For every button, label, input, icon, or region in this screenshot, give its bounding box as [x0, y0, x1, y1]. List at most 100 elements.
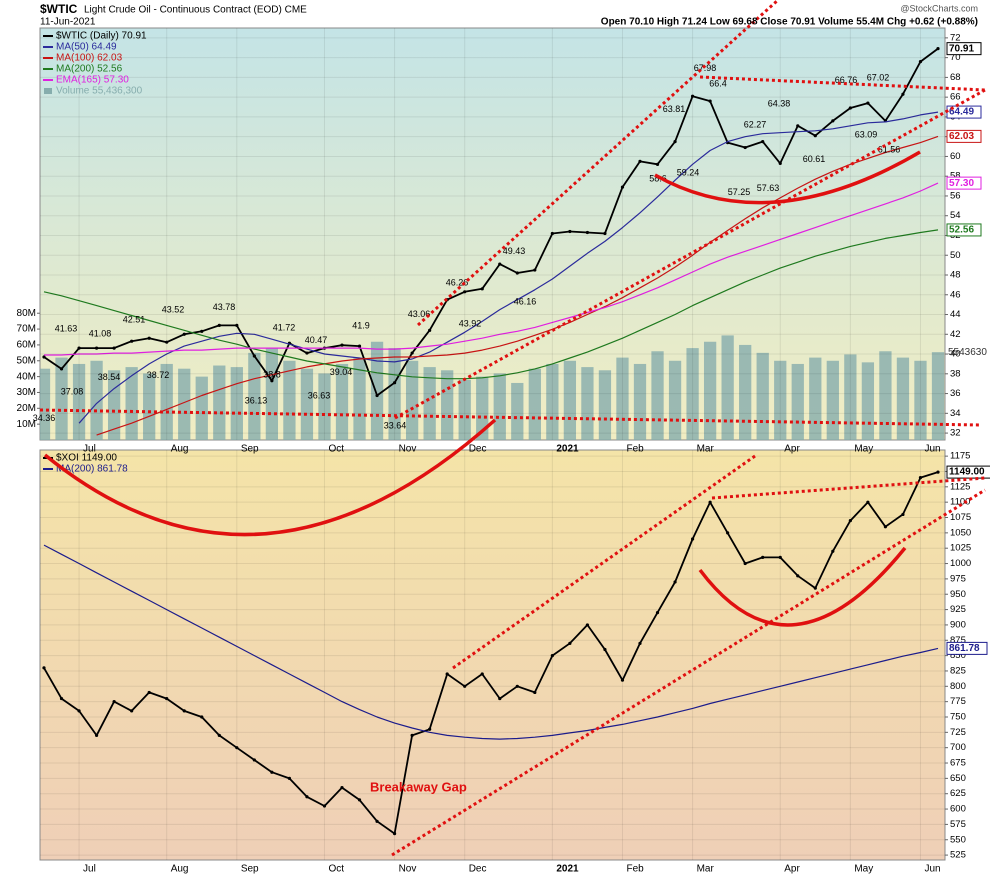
price-point — [130, 339, 134, 343]
price-label: 33.64 — [384, 420, 407, 430]
volume-bar — [265, 348, 279, 440]
volume-bar — [633, 363, 647, 440]
x-tick-label: Mar — [697, 444, 715, 455]
price-label: 57.25 — [728, 187, 751, 197]
y-tick-label: 1075 — [950, 512, 971, 523]
price-point — [77, 346, 81, 350]
y-tick-label: 750 — [950, 712, 966, 723]
y2-tick-label: 30M — [17, 387, 36, 398]
x-tick-label: Sep — [241, 864, 259, 875]
price-point — [690, 537, 695, 541]
price-point — [59, 696, 64, 701]
price-point — [357, 798, 362, 802]
x-tick-label: Aug — [171, 864, 189, 875]
price-label: 37.08 — [61, 386, 84, 396]
price-label: 40.47 — [305, 335, 328, 345]
price-point — [480, 287, 484, 291]
volume-bar — [721, 335, 734, 440]
volume-bar — [791, 363, 804, 440]
annotation: Breakaway Gap — [370, 779, 467, 794]
volume-bar — [493, 373, 506, 440]
price-point — [708, 99, 712, 103]
price-label: 43.06 — [408, 309, 431, 319]
price-point — [761, 140, 765, 144]
volume-bar — [248, 352, 261, 440]
y-tick-label: 48 — [950, 270, 961, 281]
price-point — [428, 328, 432, 332]
price-label: 41.08 — [89, 329, 112, 339]
y-tick-label: 875 — [950, 635, 966, 646]
y-tick-label: 1175 — [950, 451, 970, 462]
x-tick-label: Sep — [241, 444, 259, 455]
trend-line — [452, 454, 756, 670]
quote: Open 70.10 High 71.24 Low 69.68 Close 70… — [601, 17, 978, 28]
price-point — [603, 231, 607, 236]
volume-bar — [809, 357, 822, 440]
price-point — [585, 230, 590, 235]
arc — [698, 546, 907, 627]
price-label: 67.98 — [694, 63, 717, 73]
price-point — [182, 709, 186, 713]
price-point — [708, 500, 712, 504]
y-tick-label: 1050 — [950, 527, 971, 538]
y-tick-label: 56 — [950, 190, 961, 201]
price-point — [673, 580, 677, 584]
end-label: 861.78 — [949, 643, 980, 654]
end-label-box — [946, 129, 982, 143]
price-point — [94, 346, 99, 350]
x-tick-label: Jun — [924, 444, 940, 455]
price-point — [883, 525, 888, 529]
trend-line — [416, 0, 780, 327]
volume-bar — [546, 363, 559, 440]
y-tick-label: 650 — [950, 773, 966, 784]
end-label: 64.49 — [949, 107, 974, 118]
price-point — [620, 678, 625, 682]
volume-bar — [90, 360, 103, 440]
x-tick-label: Jul — [83, 864, 96, 875]
price-point — [813, 586, 817, 590]
trend-lines — [39, 0, 986, 857]
price-point — [235, 746, 239, 750]
y-tick-label: 525 — [950, 850, 966, 861]
volume-bar — [107, 370, 121, 440]
price-point — [480, 672, 484, 676]
volume-bar — [370, 341, 384, 440]
trend-line — [391, 488, 986, 857]
end-label: 1149.00 — [949, 467, 985, 478]
x-tick-label: Mar — [697, 864, 715, 875]
price-label: 67.02 — [867, 72, 890, 82]
y-tick-label: 700 — [950, 742, 966, 753]
volume-bar — [476, 376, 489, 440]
end-label-box — [946, 641, 988, 655]
y2-tick-label: 60M — [17, 340, 36, 351]
volume-bar — [563, 360, 577, 440]
y-tick-label: 900 — [950, 619, 966, 630]
y-tick-label: 550 — [950, 834, 966, 845]
x-tick-label: May — [854, 444, 873, 455]
price-point — [252, 758, 256, 762]
x-tick-label: Aug — [171, 444, 189, 455]
price-point — [603, 647, 607, 652]
legend-swatch — [44, 88, 52, 94]
volume-bar — [283, 360, 296, 440]
price-point — [831, 549, 835, 553]
volume-bar — [598, 370, 612, 440]
price-point — [147, 336, 151, 340]
x-tick-label: Nov — [399, 864, 417, 875]
y-tick-label: 600 — [950, 804, 966, 815]
price-point — [270, 379, 274, 383]
y-tick-label: 1100 — [950, 497, 970, 508]
price-point — [918, 59, 923, 64]
volume-bar — [896, 357, 910, 440]
price-point — [918, 476, 923, 480]
ma-line — [43, 544, 939, 740]
price-label: 38.54 — [98, 372, 121, 382]
price-point — [42, 666, 46, 670]
end-label: 57.30 — [949, 178, 974, 189]
y2-tick-label: 10M — [17, 419, 36, 430]
symbol: $WTIC — [40, 2, 78, 16]
price-point — [498, 696, 502, 701]
price-point — [638, 641, 642, 645]
date: 11-Jun-2021 — [40, 17, 96, 28]
